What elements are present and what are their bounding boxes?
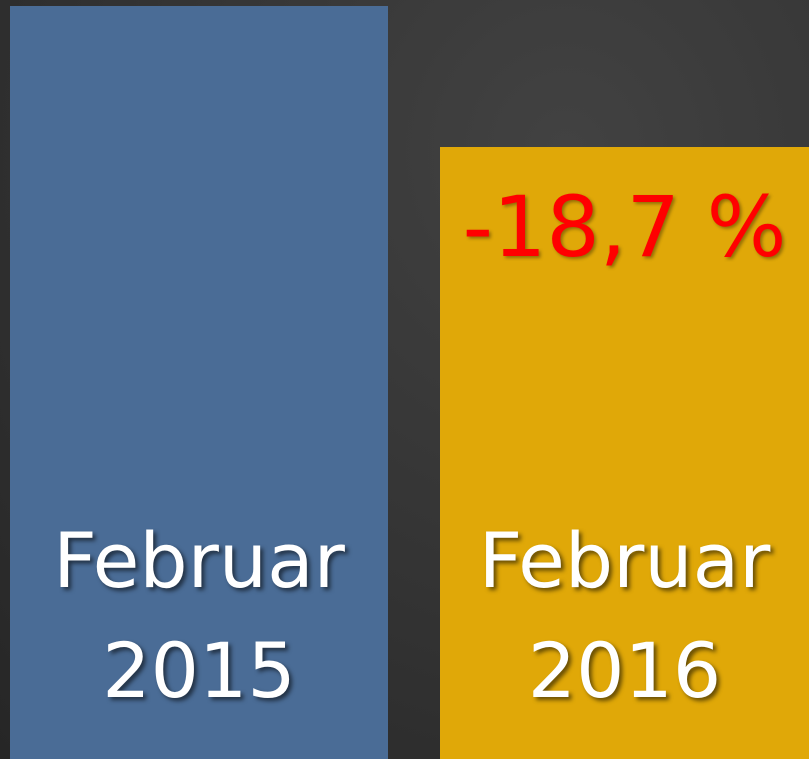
x-tick-label: Februar 2015 (53, 516, 345, 715)
annotation: -18,7 % (462, 178, 787, 276)
bar (440, 146, 809, 759)
bar (10, 6, 388, 759)
x-tick-label: Februar 2016 (478, 516, 771, 715)
